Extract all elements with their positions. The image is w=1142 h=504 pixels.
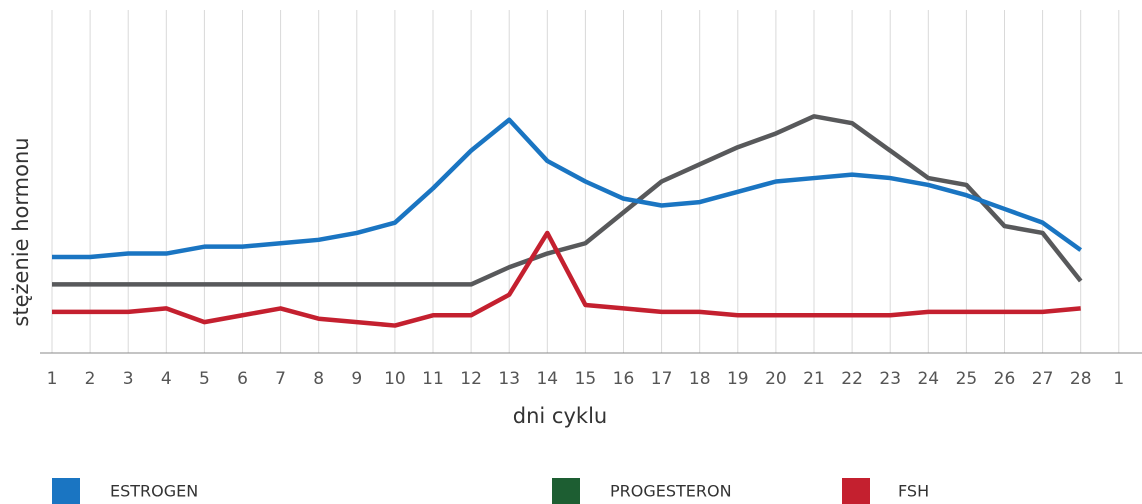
legend-swatch xyxy=(552,478,580,504)
x-tick-label: 3 xyxy=(123,369,134,389)
x-tick-label: 6 xyxy=(237,369,248,389)
x-tick-label: 10 xyxy=(384,369,406,389)
x-tick-label: 27 xyxy=(1032,369,1054,389)
x-tick-label: 2 xyxy=(85,369,96,389)
legend-label: ESTROGEN xyxy=(110,482,198,501)
x-tick-label: 25 xyxy=(956,369,978,389)
series-line xyxy=(52,117,1083,260)
x-tick-label: 5 xyxy=(199,369,210,389)
series-line xyxy=(52,114,1083,287)
legend-label: FSH xyxy=(898,482,929,501)
x-tick-label: 22 xyxy=(841,369,863,389)
x-tick-label: 13 xyxy=(498,369,520,389)
x-tick-label: 17 xyxy=(651,369,673,389)
x-tick-label: 15 xyxy=(575,369,597,389)
x-tick-label: 11 xyxy=(422,369,444,389)
x-tick-label: 1 xyxy=(47,369,58,389)
x-tick-label: 26 xyxy=(994,369,1016,389)
x-tick-label: 7 xyxy=(275,369,286,389)
x-tick-label: 28 xyxy=(1070,369,1092,389)
x-tick-label: 21 xyxy=(803,369,825,389)
x-tick-label: 16 xyxy=(613,369,635,389)
y-axis-label: stężenie hormonu xyxy=(9,137,33,326)
x-tick-label: 9 xyxy=(351,369,362,389)
x-tick-label: 4 xyxy=(161,369,172,389)
x-tick-label: 8 xyxy=(313,369,324,389)
x-tick-label: 20 xyxy=(765,369,787,389)
series-line xyxy=(52,230,1081,328)
x-tick-label: 19 xyxy=(727,369,749,389)
legend-swatch xyxy=(842,478,870,504)
x-tick-label: 12 xyxy=(460,369,482,389)
legend-label: PROGESTERON xyxy=(610,482,732,501)
x-tick-label: 18 xyxy=(689,369,711,389)
x-tick-label: 23 xyxy=(879,369,901,389)
x-tick-label: 1 xyxy=(1113,369,1124,389)
x-tick-label: 24 xyxy=(917,369,939,389)
x-tick-label: 14 xyxy=(536,369,558,389)
x-axis-label: dni cyklu xyxy=(513,404,607,428)
legend-swatch xyxy=(52,478,80,504)
